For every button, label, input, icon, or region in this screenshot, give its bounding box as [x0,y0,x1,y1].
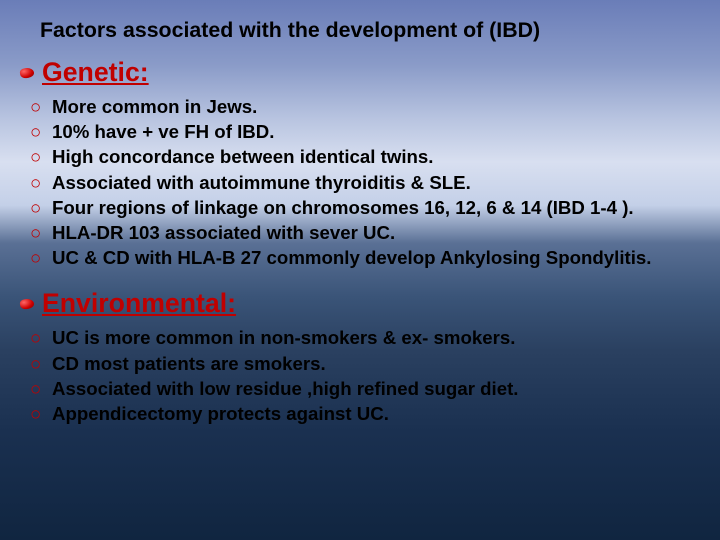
flower-bullet-icon [20,297,38,311]
list-item: UC is more common in non-smokers & ex- s… [26,325,700,350]
list-item: CD most patients are smokers. [26,351,700,376]
bullet-list-genetic: More common in Jews. 10% have + ve FH of… [26,94,700,270]
section-heading-row: Environmental: [20,288,700,319]
list-item: Associated with autoimmune thyroiditis &… [26,170,700,195]
section-heading-genetic: Genetic: [42,57,149,88]
section-heading-environmental: Environmental: [42,288,236,319]
slide: Factors associated with the development … [0,0,720,540]
list-item: Appendicectomy protects against UC. [26,401,700,426]
list-item: High concordance between identical twins… [26,144,700,169]
list-item: Four regions of linkage on chromosomes 1… [26,195,700,220]
list-item: UC & CD with HLA-B 27 commonly develop A… [26,245,700,270]
section-heading-row: Genetic: [20,57,700,88]
flower-bullet-icon [20,66,38,80]
bullet-list-environmental: UC is more common in non-smokers & ex- s… [26,325,700,426]
list-item: HLA-DR 103 associated with sever UC. [26,220,700,245]
list-item: More common in Jews. [26,94,700,119]
list-item: 10% have + ve FH of IBD. [26,119,700,144]
slide-title: Factors associated with the development … [40,18,700,43]
list-item: Associated with low residue ,high refine… [26,376,700,401]
